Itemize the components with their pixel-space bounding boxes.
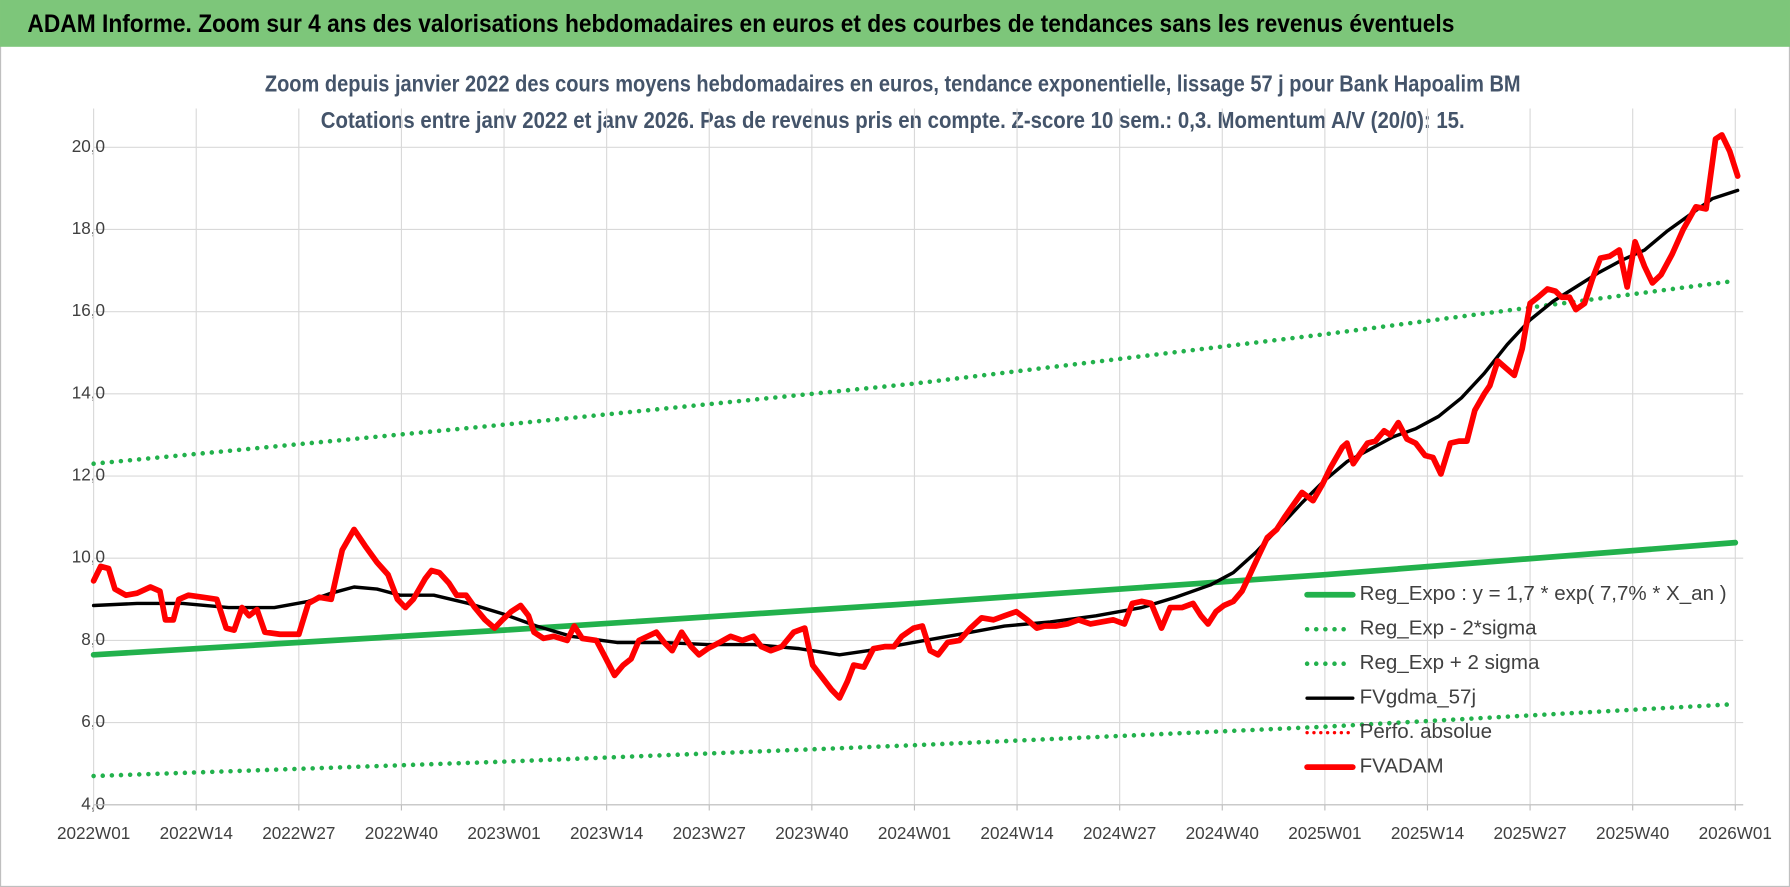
x-tick-label: 2025W27	[1493, 824, 1566, 843]
legend-label: Perfo. absolue	[1360, 720, 1492, 743]
header-band	[0, 0, 1790, 47]
chart-subtitle: Cotations entre janv 2022 et janv 2026. …	[321, 107, 1465, 133]
series-line	[90, 132, 1741, 701]
plot-lines	[90, 132, 1741, 779]
series-line	[91, 278, 1738, 466]
x-tick-label: 2024W14	[980, 824, 1054, 843]
x-tick-label: 2023W40	[775, 824, 848, 843]
x-tick-label: 2024W01	[878, 824, 951, 843]
x-tick-label: 2022W14	[160, 824, 234, 843]
legend: Reg_Expo : y = 1,7 * exp( 7,7% * X_an ) R…	[1304, 582, 1727, 778]
x-tick-label: 2022W27	[262, 824, 335, 843]
x-tick-label: 2023W01	[467, 824, 540, 843]
y-tick-label: 20,0	[72, 137, 105, 156]
x-tick-label: 2022W01	[57, 824, 130, 843]
x-tick-label: 2025W01	[1288, 824, 1361, 843]
x-tick-label: 2025W40	[1596, 824, 1669, 843]
legend-label: Reg_Exp + 2 sigma	[1360, 651, 1540, 674]
legend-label: Reg_Expo : y = 1,7 * exp( 7,7% * X_an )	[1360, 582, 1727, 605]
y-tick-label: 10,0	[72, 548, 105, 567]
y-tick-label: 12,0	[72, 466, 105, 485]
legend-label: FVgdma_57j	[1360, 686, 1476, 709]
grid: 4,06,08,010,012,014,016,018,020,02022W01…	[57, 108, 1772, 843]
x-tick-label: 2024W40	[1186, 824, 1259, 843]
x-tick-label: 2022W40	[365, 824, 438, 843]
legend-label: FVADAM	[1360, 755, 1444, 778]
series-line	[91, 701, 1738, 779]
legend-label: Reg_Exp - 2*sigma	[1360, 617, 1537, 640]
x-tick-label: 2026W01	[1699, 824, 1772, 843]
y-tick-label: 16,0	[72, 301, 105, 320]
y-tick-label: 18,0	[72, 219, 105, 238]
y-tick-label: 14,0	[72, 383, 105, 402]
x-tick-label: 2025W14	[1391, 824, 1465, 843]
x-tick-label: 2024W27	[1083, 824, 1156, 843]
x-tick-label: 2023W14	[570, 824, 644, 843]
x-tick-label: 2023W27	[673, 824, 746, 843]
series-line	[90, 539, 1739, 658]
header-title: ADAM Informe. Zoom sur 4 ans des valoris…	[27, 10, 1454, 38]
chart-title: Zoom depuis janvier 2022 des cours moyen…	[265, 71, 1521, 97]
